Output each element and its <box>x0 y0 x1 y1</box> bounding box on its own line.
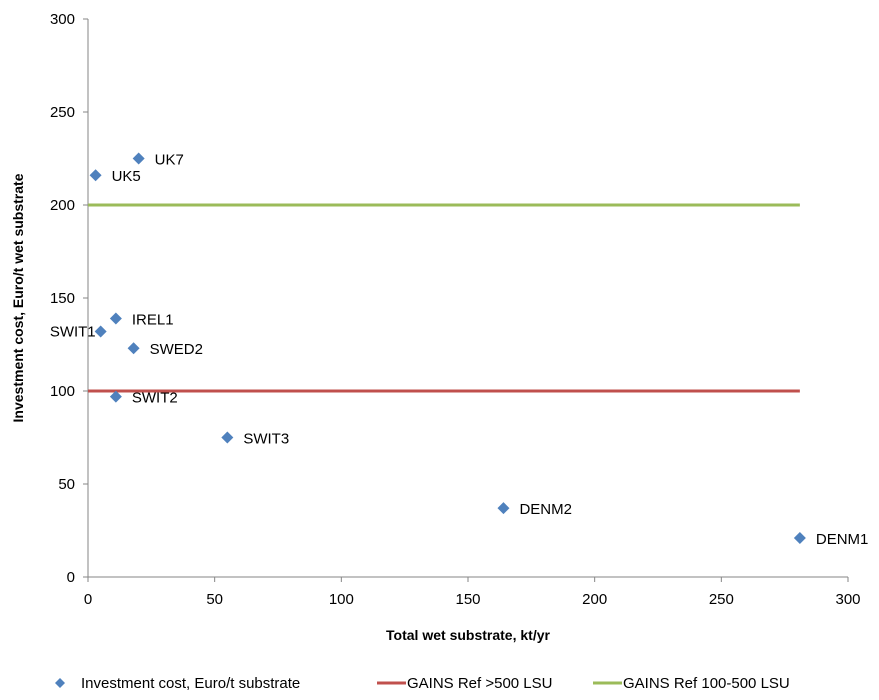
x-axis-title: Total wet substrate, kt/yr <box>386 627 550 643</box>
point-label: UK5 <box>112 168 141 185</box>
y-tick-label: 50 <box>58 476 75 493</box>
legend-label: GAINS Ref 100-500 LSU <box>623 675 790 692</box>
legend: Investment cost, Euro/t substrate GAINS R… <box>55 675 790 692</box>
y-tick-label: 150 <box>50 290 75 307</box>
y-axis-title: Investment cost, Euro/t wet substrate <box>10 173 26 422</box>
point-label: SWIT1 <box>50 323 96 340</box>
x-tick-label: 150 <box>455 591 480 608</box>
point-label: IREL1 <box>132 311 174 328</box>
y-tick-label: 250 <box>50 104 75 121</box>
legend-label: GAINS Ref >500 LSU <box>407 675 553 692</box>
y-tick-label: 0 <box>67 569 75 586</box>
point-label: SWIT2 <box>132 390 178 407</box>
legend-label: Investment cost, Euro/t substrate <box>81 675 300 692</box>
data-point <box>132 152 145 165</box>
x-tick-label: 300 <box>835 591 860 608</box>
x-tick-label: 0 <box>84 591 92 608</box>
axes: 0 50 100 150 200 250 300 0 50 100 150 200 250 300 <box>50 11 861 608</box>
y-tick-label: 100 <box>50 383 75 400</box>
data-point <box>109 390 122 403</box>
reference-lines <box>88 203 800 393</box>
y-tick-label: 300 <box>50 11 75 28</box>
x-tick-label: 200 <box>582 591 607 608</box>
data-point <box>94 325 107 338</box>
y-tick-label: 200 <box>50 197 75 214</box>
point-label: DENM2 <box>519 501 572 518</box>
legend-swatch <box>55 678 65 688</box>
data-point <box>109 312 122 325</box>
data-point <box>497 502 510 515</box>
point-label: SWIT3 <box>243 431 289 448</box>
data-point <box>221 431 234 444</box>
x-tick-label: 100 <box>329 591 354 608</box>
data-point <box>793 531 806 544</box>
point-label: UK7 <box>155 152 184 169</box>
point-label: SWED2 <box>150 341 203 358</box>
data-point <box>89 169 102 182</box>
data-point <box>127 342 140 355</box>
point-label: DENM1 <box>816 531 869 548</box>
point-labels: UK5 UK7 IREL1 SWIT1 SWED2 SWIT2 SWIT3 DENM2 DENM… <box>50 152 869 548</box>
data-points <box>89 152 806 544</box>
x-tick-label: 250 <box>709 591 734 608</box>
x-tick-label: 50 <box>206 591 223 608</box>
